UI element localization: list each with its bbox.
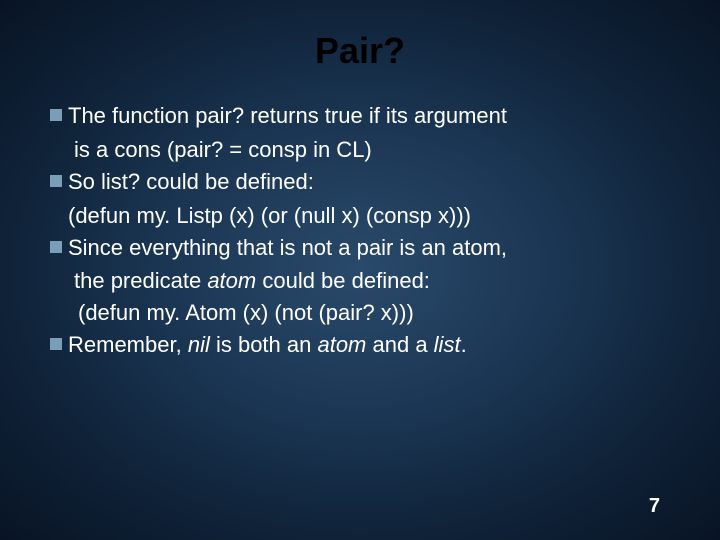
bullet-4-italic3: list (434, 332, 461, 357)
bullet-square-icon (50, 109, 62, 121)
bullet-4-text-c: and a (373, 332, 434, 357)
page-number: 7 (649, 495, 660, 518)
bullet-4-text-d: . (461, 332, 467, 357)
bullet-square-icon (50, 241, 62, 253)
bullet-1-continuation: is a cons (pair? = consp in CL) (50, 134, 670, 166)
bullet-3-code: (defun my. Atom (x) (not (pair? x))) (50, 297, 670, 329)
bullet-1: The function pair? returns true if its a… (50, 100, 670, 132)
slide-container: Pair? The function pair? returns true if… (0, 0, 720, 540)
bullet-3-line2a: the predicate (74, 268, 207, 293)
bullet-square-icon (50, 338, 62, 350)
slide-title: Pair? (50, 30, 670, 72)
bullet-3-line2b: could be defined: (262, 268, 430, 293)
bullet-4-text-a: Remember, (68, 332, 188, 357)
bullet-square-icon (50, 175, 62, 187)
bullet-4-italic2: atom (317, 332, 372, 357)
bullet-3-italic: atom (207, 268, 262, 293)
bullet-4: Remember, nil is both an atom and a list… (50, 329, 670, 361)
slide-content: The function pair? returns true if its a… (50, 100, 670, 361)
bullet-4-italic1: nil (188, 332, 216, 357)
bullet-3-continuation: the predicate atom could be defined: (50, 265, 670, 297)
bullet-3: Since everything that is not a pair is a… (50, 232, 670, 264)
bullet-4-text-b: is both an (216, 332, 318, 357)
bullet-2: So list? could be defined: (50, 166, 670, 198)
bullet-2-line1: So list? could be defined: (68, 169, 314, 194)
bullet-2-code: (defun my. Listp (x) (or (null x) (consp… (50, 200, 670, 232)
bullet-1-line1: The function pair? returns true if its a… (68, 103, 507, 128)
bullet-3-line1: Since everything that is not a pair is a… (68, 235, 507, 260)
